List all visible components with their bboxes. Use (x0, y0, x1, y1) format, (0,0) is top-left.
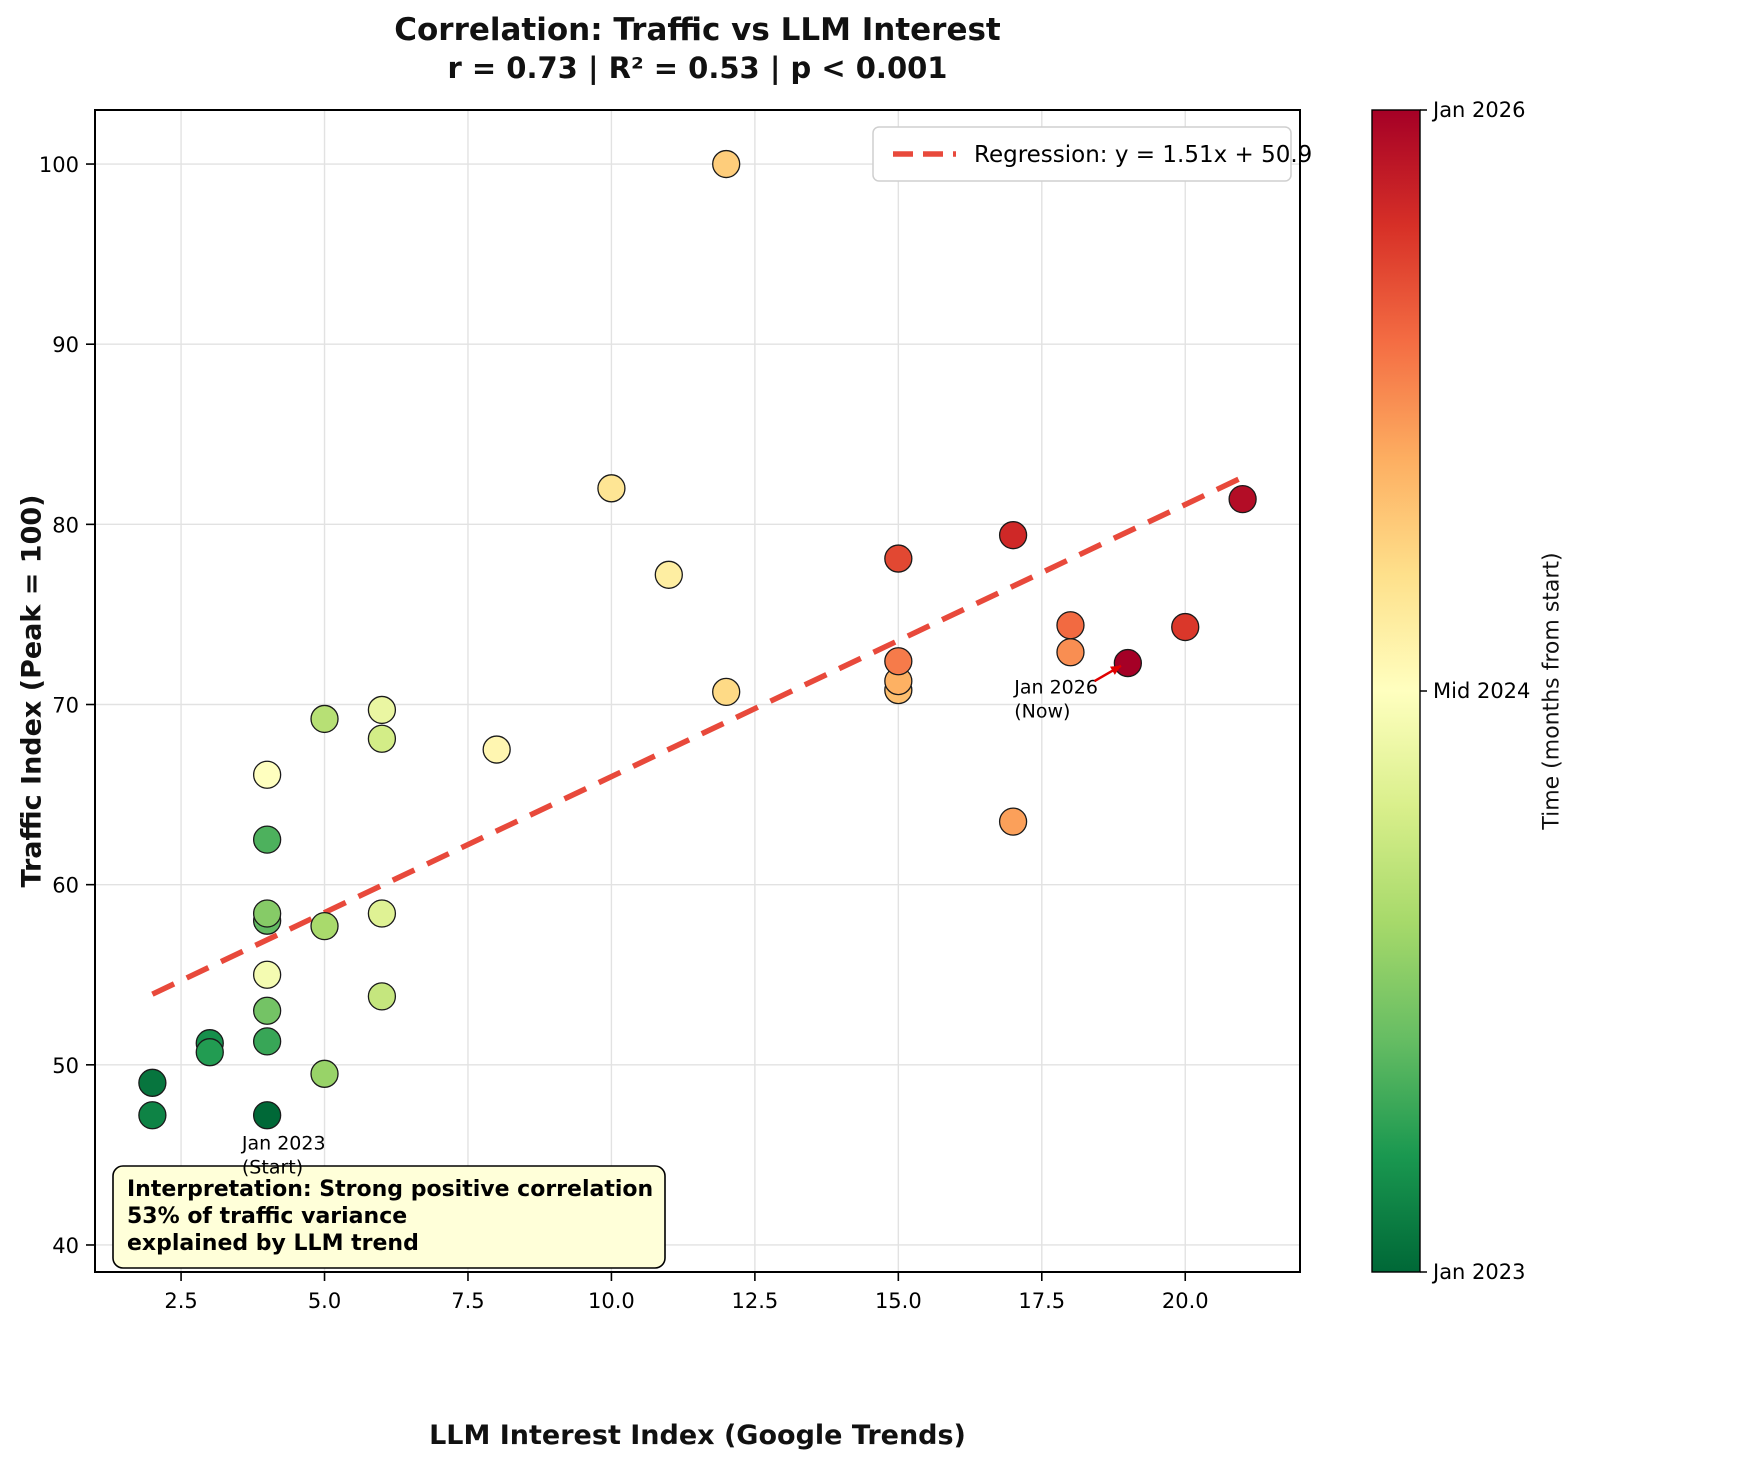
chart-title-line2: r = 0.73 | R² = 0.53 | p < 0.001 (447, 51, 948, 86)
y-tick-label: 40 (52, 1234, 79, 1258)
data-point (252, 960, 282, 989)
colorbar-tick-label: Jan 2023 (1431, 1260, 1526, 1284)
data-point (884, 647, 913, 676)
annotation-text: Jan 2023 (241, 1132, 326, 1154)
data-point (310, 911, 339, 941)
y-tick-label: 100 (39, 153, 79, 177)
data-point (998, 807, 1028, 836)
x-tick-label: 15.0 (875, 1289, 922, 1313)
data-point (1056, 638, 1085, 667)
data-point (252, 760, 282, 789)
x-tick-label: 5.0 (308, 1289, 341, 1313)
x-tick-label: 2.5 (164, 1289, 197, 1313)
data-point (252, 825, 282, 854)
data-point (1056, 611, 1085, 640)
annotation-arrowhead (1110, 665, 1121, 675)
x-tick-label: 10.0 (588, 1289, 635, 1313)
data-point (367, 899, 397, 928)
legend-label: Regression: y = 1.51x + 50.9 (974, 142, 1312, 168)
colorbar-label: Time (months from start) (1539, 552, 1565, 830)
annotation-text: Jan 2026 (1013, 677, 1098, 699)
interpretation-line: 53% of traffic variance (127, 1204, 407, 1229)
plot-border (94, 109, 1301, 1273)
y-tick-label: 70 (52, 694, 79, 718)
data-point (252, 899, 282, 928)
data-point (138, 1068, 167, 1097)
y-tick-label: 50 (52, 1054, 79, 1078)
data-point (310, 704, 339, 734)
scatter-points (138, 149, 1257, 1130)
data-point (998, 521, 1028, 550)
data-point (252, 1101, 282, 1130)
data-point (1228, 484, 1257, 514)
annotation: Jan 2026(Now) (1013, 664, 1122, 723)
legend: Regression: y = 1.51x + 50.9 (872, 126, 1312, 182)
data-point (367, 695, 397, 725)
regression-line (151, 474, 1244, 997)
axis-ticks: 2.5 5.0 7.5 10.0 12.5 15.0 17.5 20.0 40 50 60 70 80 9… (39, 153, 1209, 1313)
y-axis-label: Traffic Index (Peak = 100) (16, 494, 48, 888)
data-point (654, 560, 683, 589)
data-point (367, 724, 397, 753)
colorbar-tick-label: Jan 2026 (1431, 98, 1526, 122)
x-tick-label: 12.5 (731, 1289, 778, 1313)
data-point (1171, 612, 1200, 642)
chart-title-line1: Correlation: Traffic vs LLM Interest (394, 12, 1001, 48)
x-tick-label: 20.0 (1162, 1289, 1209, 1313)
y-tick-label: 80 (52, 513, 79, 537)
annotation-text: (Start) (242, 1156, 303, 1178)
y-tick-label: 90 (52, 333, 79, 357)
data-point (252, 1027, 282, 1056)
annotation: Jan 2023(Start) (241, 1132, 326, 1178)
grid (95, 110, 1300, 1272)
data-point (884, 544, 913, 573)
chart-title: Correlation: Traffic vs LLM Interest r =… (95, 10, 1300, 88)
data-point (482, 735, 511, 764)
data-point (195, 1038, 224, 1067)
annotation-text: (Now) (1014, 701, 1070, 723)
data-point (367, 982, 397, 1011)
y-tick-label: 60 (52, 874, 79, 898)
data-point (310, 1059, 339, 1088)
data-point (597, 474, 626, 503)
data-point (252, 996, 282, 1025)
colorbar-tick-label: Mid 2024 (1433, 679, 1530, 703)
interpretation-box: Interpretation: Strong positive correlat… (112, 1165, 666, 1269)
interpretation-line: explained by LLM trend (127, 1231, 419, 1256)
data-point (712, 149, 741, 179)
colorbar (1371, 109, 1421, 1273)
x-tick-label: 7.5 (451, 1289, 484, 1313)
interpretation-line: Interpretation: Strong positive correlat… (127, 1177, 653, 1202)
data-point (1113, 648, 1143, 678)
x-axis-label: LLM Interest Index (Google Trends) (429, 1420, 966, 1451)
data-point (712, 677, 741, 707)
data-point (138, 1101, 167, 1130)
x-tick-label: 17.5 (1018, 1289, 1065, 1313)
